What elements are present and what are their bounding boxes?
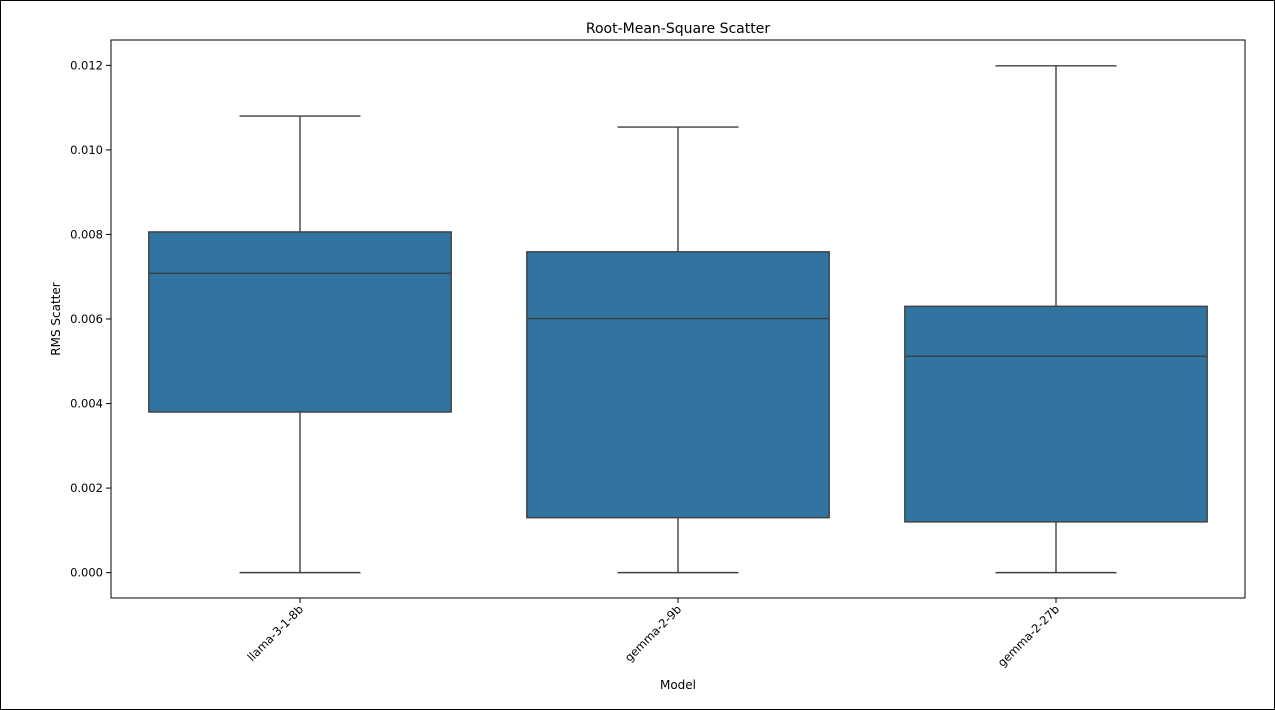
y-tick-label: 0.012 [70,58,103,72]
y-tick-label: 0.004 [70,397,103,411]
y-tick-label: 0.006 [70,312,103,326]
x-axis: llama-3-1-8b gemma-2-9b gemma-2-27b [244,598,1062,670]
box-group-llama-3-1-8b [148,115,452,574]
y-axis: 0.000 0.002 0.004 0.006 0.008 0.010 0.012 [70,58,111,580]
y-axis-label: RMS Scatter [49,282,63,355]
x-tick-label: gemma-2-27b [995,602,1062,669]
box-iqr [904,305,1208,523]
y-tick-label: 0.010 [70,143,103,157]
x-tick-label: llama-3-1-8b [244,602,306,664]
x-axis-label: Model [660,678,696,692]
box-iqr [526,251,830,519]
box-group-gemma-2-9b [526,126,830,574]
boxes-layer [148,65,1208,574]
y-tick-label: 0.008 [70,227,103,241]
y-tick-label: 0.000 [70,566,103,580]
y-tick-label: 0.002 [70,481,103,495]
box-iqr [148,231,452,413]
x-tick-label: gemma-2-9b [622,602,684,664]
chart-title: Root-Mean-Square Scatter [586,21,770,37]
box-group-gemma-2-27b [904,65,1208,574]
